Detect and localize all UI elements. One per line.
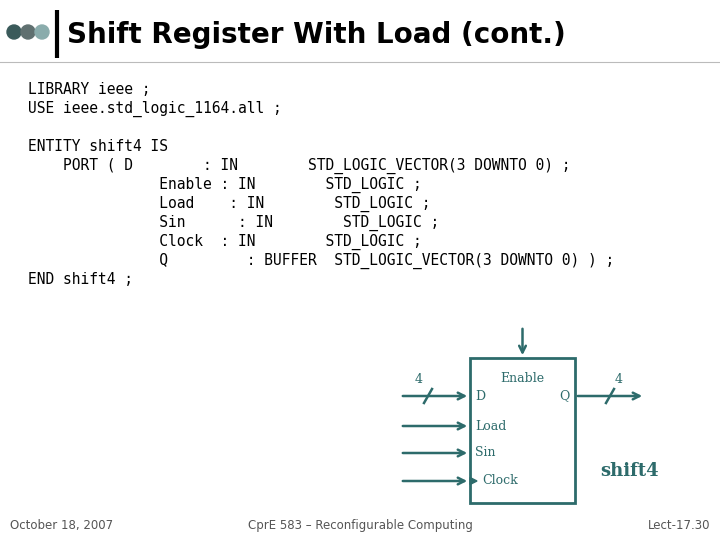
Text: Q         : BUFFER  STD_LOGIC_VECTOR(3 DOWNTO 0) ) ;: Q : BUFFER STD_LOGIC_VECTOR(3 DOWNTO 0) … [28, 253, 614, 269]
Text: Load: Load [475, 420, 506, 433]
Text: Lect-17.30: Lect-17.30 [647, 519, 710, 532]
Text: CprE 583 – Reconfigurable Computing: CprE 583 – Reconfigurable Computing [248, 519, 472, 532]
Polygon shape [470, 477, 477, 484]
Text: LIBRARY ieee ;: LIBRARY ieee ; [28, 82, 150, 97]
Circle shape [7, 25, 21, 39]
Circle shape [21, 25, 35, 39]
Text: Clock  : IN        STD_LOGIC ;: Clock : IN STD_LOGIC ; [28, 234, 422, 250]
Text: USE ieee.std_logic_1164.all ;: USE ieee.std_logic_1164.all ; [28, 101, 282, 117]
Text: D: D [475, 389, 485, 402]
Circle shape [35, 25, 49, 39]
Text: Shift Register With Load (cont.): Shift Register With Load (cont.) [67, 21, 566, 49]
Bar [470, 358, 575, 503]
Text: Clock: Clock [482, 475, 518, 488]
Text: Load    : IN        STD_LOGIC ;: Load : IN STD_LOGIC ; [28, 196, 431, 212]
Text: Sin      : IN        STD_LOGIC ;: Sin : IN STD_LOGIC ; [28, 215, 439, 231]
Text: shift4: shift4 [600, 462, 660, 480]
Text: Enable : IN        STD_LOGIC ;: Enable : IN STD_LOGIC ; [28, 177, 422, 193]
Text: 4: 4 [615, 373, 623, 386]
Text: ENTITY shift4 IS: ENTITY shift4 IS [28, 139, 168, 154]
Text: 4: 4 [415, 373, 423, 386]
Text: October 18, 2007: October 18, 2007 [10, 519, 113, 532]
Text: END shift4 ;: END shift4 ; [28, 272, 133, 287]
Text: PORT ( D        : IN        STD_LOGIC_VECTOR(3 DOWNTO 0) ;: PORT ( D : IN STD_LOGIC_VECTOR(3 DOWNTO … [28, 158, 570, 174]
Text: Enable: Enable [500, 372, 544, 385]
Text: Sin: Sin [475, 447, 495, 460]
Text: Q: Q [559, 389, 570, 402]
